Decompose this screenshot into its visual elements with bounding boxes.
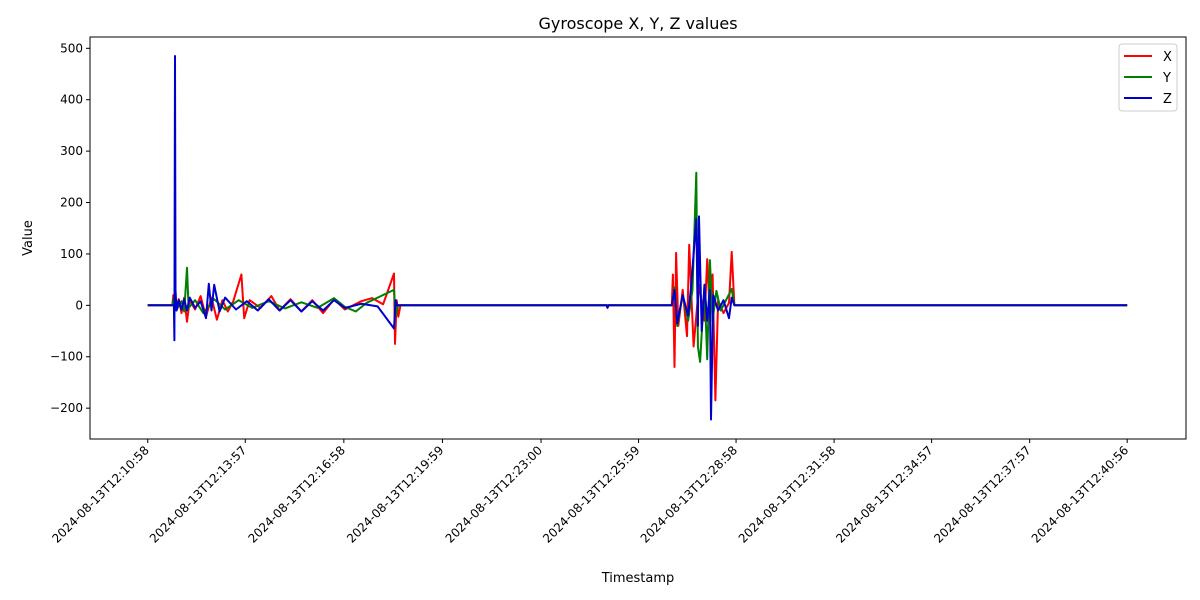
y-tick-label: 300 bbox=[60, 144, 83, 158]
legend-label-y: Y bbox=[1162, 71, 1171, 86]
chart-title: Gyroscope X, Y, Z values bbox=[538, 14, 737, 33]
y-tick-label: 100 bbox=[60, 247, 83, 261]
y-axis-label: Value bbox=[21, 220, 36, 256]
y-tick-label: 0 bbox=[75, 298, 83, 312]
y-tick-label: 400 bbox=[60, 93, 83, 107]
series-layer bbox=[147, 55, 1128, 421]
legend-label-x: X bbox=[1163, 50, 1172, 65]
y-tick-label: 200 bbox=[60, 196, 83, 210]
series-line-z bbox=[147, 55, 1128, 421]
legend: XYZ bbox=[1118, 43, 1178, 112]
x-axis-label: Timestamp bbox=[601, 571, 675, 586]
plot-frame bbox=[89, 36, 1187, 440]
series-line-y bbox=[147, 171, 1128, 363]
legend-label-z: Z bbox=[1163, 92, 1172, 107]
y-axis-ticks: 500 400 300 200 100 0 −100 −200 bbox=[50, 41, 90, 415]
y-tick-label: −100 bbox=[50, 350, 83, 364]
y-tick-label: −200 bbox=[50, 401, 83, 415]
y-tick-label: 500 bbox=[60, 41, 83, 55]
